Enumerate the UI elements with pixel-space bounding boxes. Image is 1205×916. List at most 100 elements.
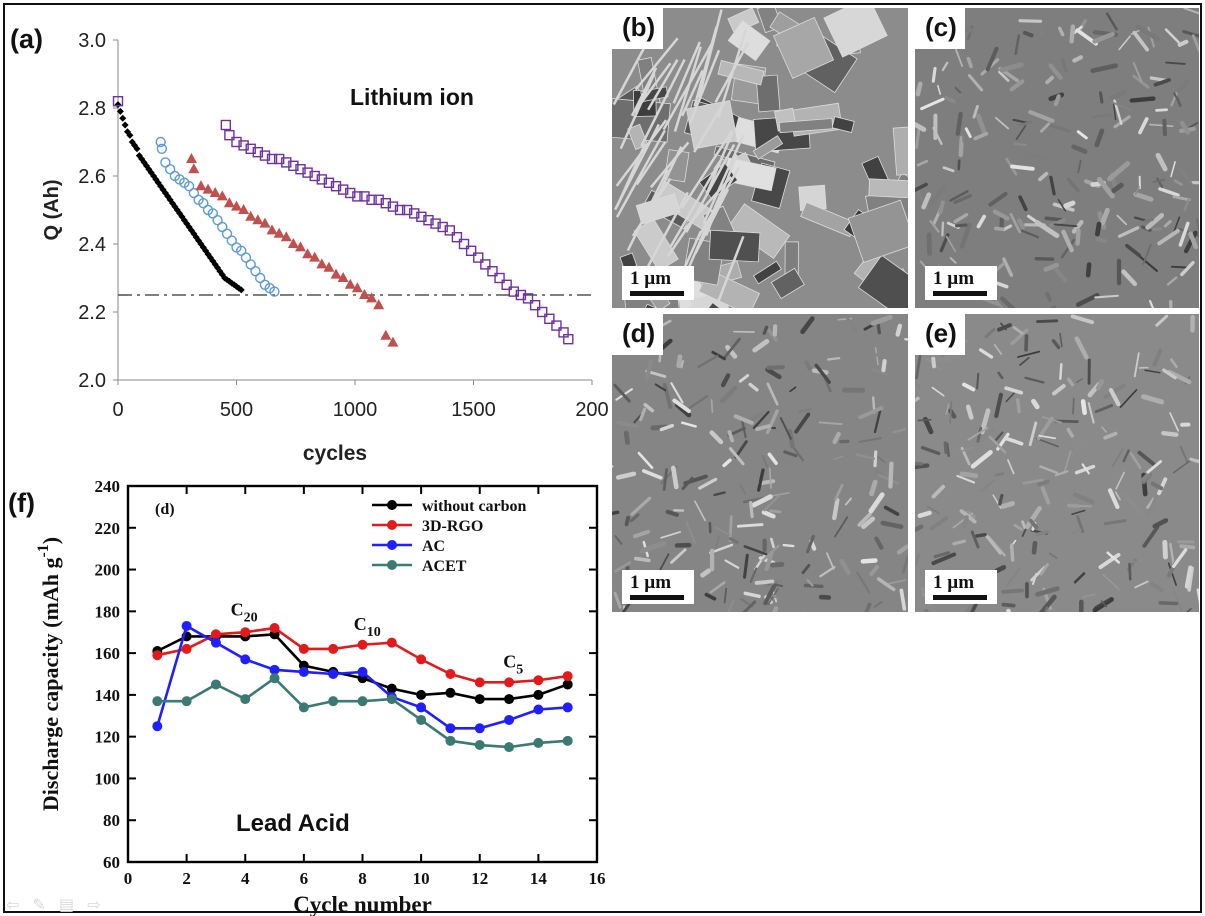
sem-flake	[981, 428, 995, 440]
data-point-series-0	[121, 121, 129, 129]
sem-flake	[973, 131, 989, 141]
sem-flake	[709, 581, 726, 594]
sem-flake	[1157, 228, 1180, 246]
sem-flake	[1018, 120, 1033, 127]
x-tick-label: 0	[124, 869, 133, 888]
sem-flake	[752, 338, 770, 353]
sem-flake	[1132, 30, 1150, 52]
sem-flake	[1110, 101, 1132, 111]
sem-flake	[1173, 591, 1183, 612]
sem-flake	[1153, 78, 1171, 87]
sem-flake	[980, 479, 996, 492]
x-tick-label: 4	[241, 869, 250, 888]
sem-flake	[1133, 352, 1140, 378]
sem-rod	[647, 59, 679, 111]
sem-flake	[1137, 450, 1156, 467]
data-point-series-3	[537, 306, 548, 318]
sem-flake	[660, 531, 682, 539]
sem-flake	[895, 323, 903, 337]
sem-flake	[899, 588, 907, 611]
sem-crystal	[755, 74, 781, 113]
data-point-series-0	[133, 145, 141, 153]
sem-crystal	[727, 20, 771, 62]
sem-crystal	[752, 260, 782, 285]
sem-flake	[1002, 224, 1013, 232]
data-point-series-2	[238, 204, 250, 214]
data-point-series-3	[295, 163, 306, 175]
sem-flake	[1111, 448, 1124, 468]
sem-texture	[612, 314, 908, 612]
sem-flake	[797, 407, 812, 413]
data-point-series-3	[269, 673, 280, 684]
sem-flake	[1090, 63, 1119, 74]
data-point-series-2	[223, 197, 235, 208]
sem-flake	[1100, 207, 1110, 226]
data-point-series-1	[236, 245, 247, 257]
sem-flake	[926, 232, 932, 256]
sem-flake	[1135, 24, 1160, 42]
sem-flake	[1021, 229, 1040, 239]
sem-flake	[844, 497, 852, 506]
sem-flake	[962, 382, 976, 392]
sem-flake	[766, 382, 779, 406]
sem-rod	[635, 141, 667, 186]
sem-flake	[1034, 219, 1060, 239]
sem-rod	[634, 37, 679, 91]
sem-crystal	[831, 116, 855, 133]
sem-flake	[949, 190, 969, 202]
sem-flake	[1152, 227, 1162, 232]
sem-flake	[1072, 397, 1075, 415]
sem-flake	[1036, 319, 1059, 323]
sem-texture	[915, 8, 1199, 308]
data-point-series-2	[152, 721, 163, 732]
sem-rod	[688, 49, 721, 124]
y-tick-label: 2.8	[78, 98, 106, 120]
x-tick-label: 500	[220, 399, 253, 421]
data-point-series-2	[323, 261, 335, 272]
sem-flake	[819, 565, 836, 578]
sem-flake	[1061, 229, 1074, 253]
sem-flake	[945, 403, 950, 415]
sem-flake	[685, 520, 697, 545]
sem-flake	[937, 85, 942, 95]
scale-bar-e: 1 µm	[925, 570, 997, 604]
sem-flake	[1000, 296, 1016, 308]
sem-flake	[1045, 75, 1055, 85]
data-point-series-1	[269, 286, 280, 297]
data-point-series-2	[209, 187, 221, 197]
sem-flake	[1177, 39, 1189, 47]
sem-flake	[1128, 562, 1132, 581]
sem-flake	[736, 523, 764, 528]
sem-flake	[1115, 471, 1125, 490]
sem-flake	[917, 510, 932, 518]
sem-flake	[1009, 213, 1021, 234]
data-point-series-1	[504, 677, 515, 688]
sem-flake	[641, 469, 663, 480]
sem-image-c: (c) 1 µm	[915, 8, 1199, 308]
sem-flake	[1018, 195, 1028, 212]
data-point-series-2	[252, 214, 264, 225]
sem-flake	[1070, 314, 1095, 325]
sem-flake	[710, 399, 714, 413]
data-point-series-2	[195, 180, 207, 191]
sem-flake	[1025, 152, 1048, 160]
sem-flake	[674, 402, 692, 418]
sem-flake	[624, 515, 631, 527]
slide-nav-icons[interactable]: ⇦ ✎ ▤ ⇨	[6, 895, 105, 914]
data-point-series-1	[164, 163, 176, 175]
x-tick-label: 10	[413, 869, 430, 888]
sem-flake	[931, 484, 946, 499]
sem-flake	[881, 358, 887, 373]
sem-flake	[915, 81, 923, 97]
data-point-series-3	[444, 225, 455, 236]
sem-flake	[1054, 267, 1068, 283]
data-point-series-1	[221, 228, 233, 240]
sem-flake	[1114, 491, 1121, 501]
sem-flake	[1122, 492, 1143, 515]
sem-rod	[672, 41, 701, 104]
sem-texture	[612, 8, 908, 308]
sem-flake	[970, 530, 980, 549]
data-point-series-2	[309, 251, 321, 262]
sem-flake	[614, 561, 632, 573]
sem-flake	[915, 182, 928, 193]
